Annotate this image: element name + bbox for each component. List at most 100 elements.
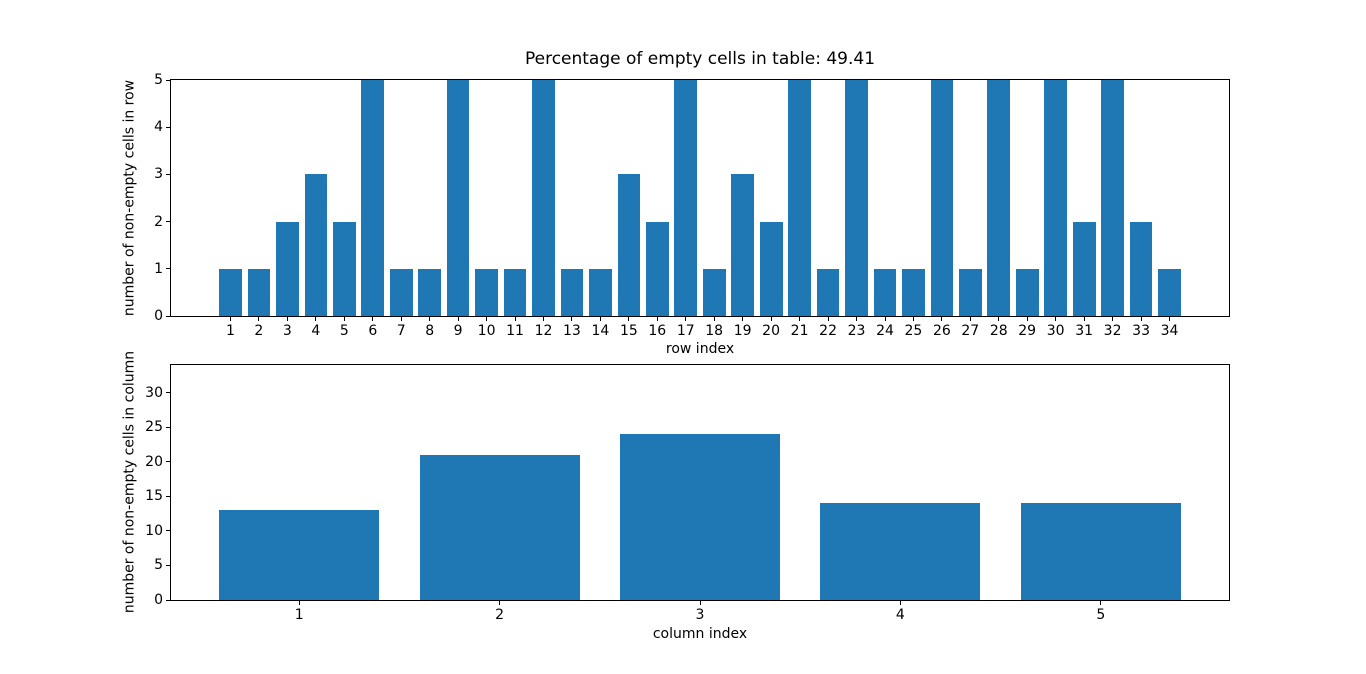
row-bar: [645, 221, 669, 316]
x-tick: [599, 317, 601, 321]
row-bar: [930, 80, 954, 316]
x-tick-label: 9: [453, 323, 463, 339]
x-tick-label: 16: [648, 323, 667, 339]
row-chart-x-axis-label: row index: [665, 341, 735, 357]
x-tick-label: 22: [819, 323, 837, 339]
x-tick-label: 1: [226, 323, 235, 339]
row-bar: [731, 174, 755, 316]
x-tick: [486, 317, 488, 321]
y-tick: [166, 392, 170, 394]
x-tick: [372, 317, 374, 321]
y-tick-label: 0: [154, 592, 163, 608]
row-chart-title: Percentage of empty cells in table: 49.4…: [524, 49, 876, 69]
x-tick-label: 4: [895, 607, 905, 623]
y-tick-label: 20: [145, 453, 163, 470]
row-bar: [759, 221, 783, 316]
column-bar: [419, 454, 580, 600]
row-bar: [845, 80, 868, 316]
x-tick-label: 27: [961, 323, 980, 339]
x-tick: [286, 317, 288, 321]
row-bar: [503, 268, 527, 316]
x-tick-label: 21: [790, 323, 809, 339]
row-chart-y-axis-label: number of non-empty cells in row: [121, 79, 138, 317]
row-bar: [617, 174, 641, 316]
y-tick-label: 25: [145, 419, 163, 436]
y-tick-label: 30: [145, 384, 163, 401]
x-tick: [1140, 317, 1142, 321]
x-tick-label: 34: [1160, 323, 1179, 339]
x-tick: [343, 317, 345, 321]
row-bar: [247, 268, 271, 316]
y-tick: [166, 495, 170, 497]
row-bar: [532, 80, 555, 316]
x-tick: [912, 317, 914, 321]
column-bar: [1020, 503, 1181, 600]
x-tick: [884, 317, 886, 321]
row-bar: [816, 268, 840, 316]
row-bar: [276, 221, 299, 316]
x-tick: [1100, 601, 1102, 605]
x-tick: [685, 317, 687, 321]
x-tick-label: 12: [534, 323, 553, 339]
y-tick-label: 5: [154, 72, 163, 88]
x-tick: [457, 317, 459, 321]
x-tick-label: 14: [591, 323, 610, 339]
y-tick-label: 15: [145, 488, 163, 505]
y-tick-label: 2: [154, 213, 163, 230]
x-tick: [514, 317, 516, 321]
y-tick: [166, 599, 170, 601]
x-tick-label: 5: [1096, 607, 1106, 623]
x-tick-label: 3: [695, 607, 705, 623]
x-tick-label: 3: [282, 323, 292, 339]
row-bar: [304, 174, 328, 316]
y-tick-label: 0: [154, 308, 163, 324]
x-tick-label: 1: [294, 607, 304, 623]
x-tick: [543, 317, 544, 321]
row-bar: [589, 268, 612, 316]
y-tick-label: 4: [154, 119, 163, 136]
x-tick-label: 11: [506, 323, 524, 339]
x-tick-label: 2: [495, 607, 505, 623]
x-tick-label: 30: [1046, 323, 1065, 339]
x-tick: [856, 317, 857, 321]
row-bar: [1101, 80, 1124, 316]
x-tick: [899, 601, 901, 605]
x-tick: [258, 317, 260, 321]
row-bar: [361, 80, 385, 316]
x-tick: [713, 317, 715, 321]
x-tick: [998, 317, 1000, 321]
x-tick: [1169, 317, 1170, 321]
y-tick: [166, 315, 170, 317]
y-tick-label: 5: [154, 557, 163, 574]
x-tick-label: 18: [705, 323, 724, 339]
x-tick-label: 7: [396, 323, 406, 339]
row-chart-plot-area: [170, 79, 1230, 317]
x-tick-label: 13: [562, 323, 581, 339]
row-bar: [332, 221, 356, 316]
column-bar: [219, 510, 380, 600]
x-tick: [699, 601, 701, 605]
row-bar: [389, 268, 413, 316]
row-bar: [873, 268, 897, 316]
x-tick-label: 28: [989, 323, 1008, 339]
x-tick-label: 10: [477, 323, 496, 339]
row-bar: [475, 268, 498, 316]
row-bar: [219, 268, 242, 316]
x-tick-label: 19: [733, 323, 752, 339]
y-tick-label: 1: [154, 260, 163, 277]
x-tick: [1026, 317, 1028, 321]
y-tick: [166, 126, 170, 128]
x-tick-label: 33: [1132, 323, 1150, 339]
x-tick-label: 6: [368, 323, 378, 339]
x-tick: [799, 317, 801, 321]
x-tick: [499, 601, 501, 605]
x-tick: [298, 601, 300, 605]
x-tick: [1055, 317, 1057, 321]
row-bar: [1158, 268, 1181, 316]
x-tick: [770, 317, 772, 321]
x-tick-label: 23: [847, 323, 866, 339]
y-tick: [166, 268, 170, 270]
x-tick: [941, 317, 943, 321]
x-tick: [628, 317, 630, 321]
y-tick: [166, 426, 170, 428]
